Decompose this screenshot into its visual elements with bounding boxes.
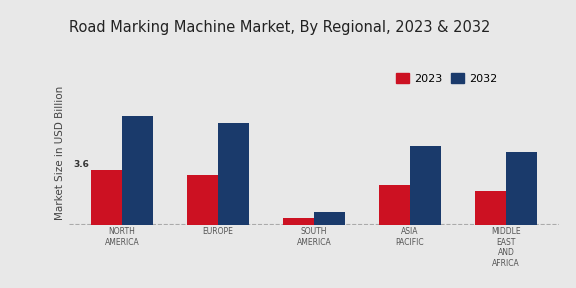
- Bar: [283, 218, 314, 225]
- Bar: [218, 123, 249, 225]
- Legend: 2023, 2032: 2023, 2032: [392, 69, 501, 88]
- Text: 3.6: 3.6: [73, 160, 89, 168]
- Bar: [91, 170, 122, 225]
- Bar: [379, 185, 410, 225]
- Y-axis label: Market Size in USD Billion: Market Size in USD Billion: [55, 86, 65, 220]
- Bar: [475, 191, 506, 225]
- Bar: [314, 212, 344, 225]
- Text: Road Marking Machine Market, By Regional, 2023 & 2032: Road Marking Machine Market, By Regional…: [69, 20, 491, 35]
- Bar: [410, 146, 441, 225]
- Bar: [122, 115, 153, 225]
- Bar: [187, 175, 218, 225]
- Bar: [506, 152, 537, 225]
